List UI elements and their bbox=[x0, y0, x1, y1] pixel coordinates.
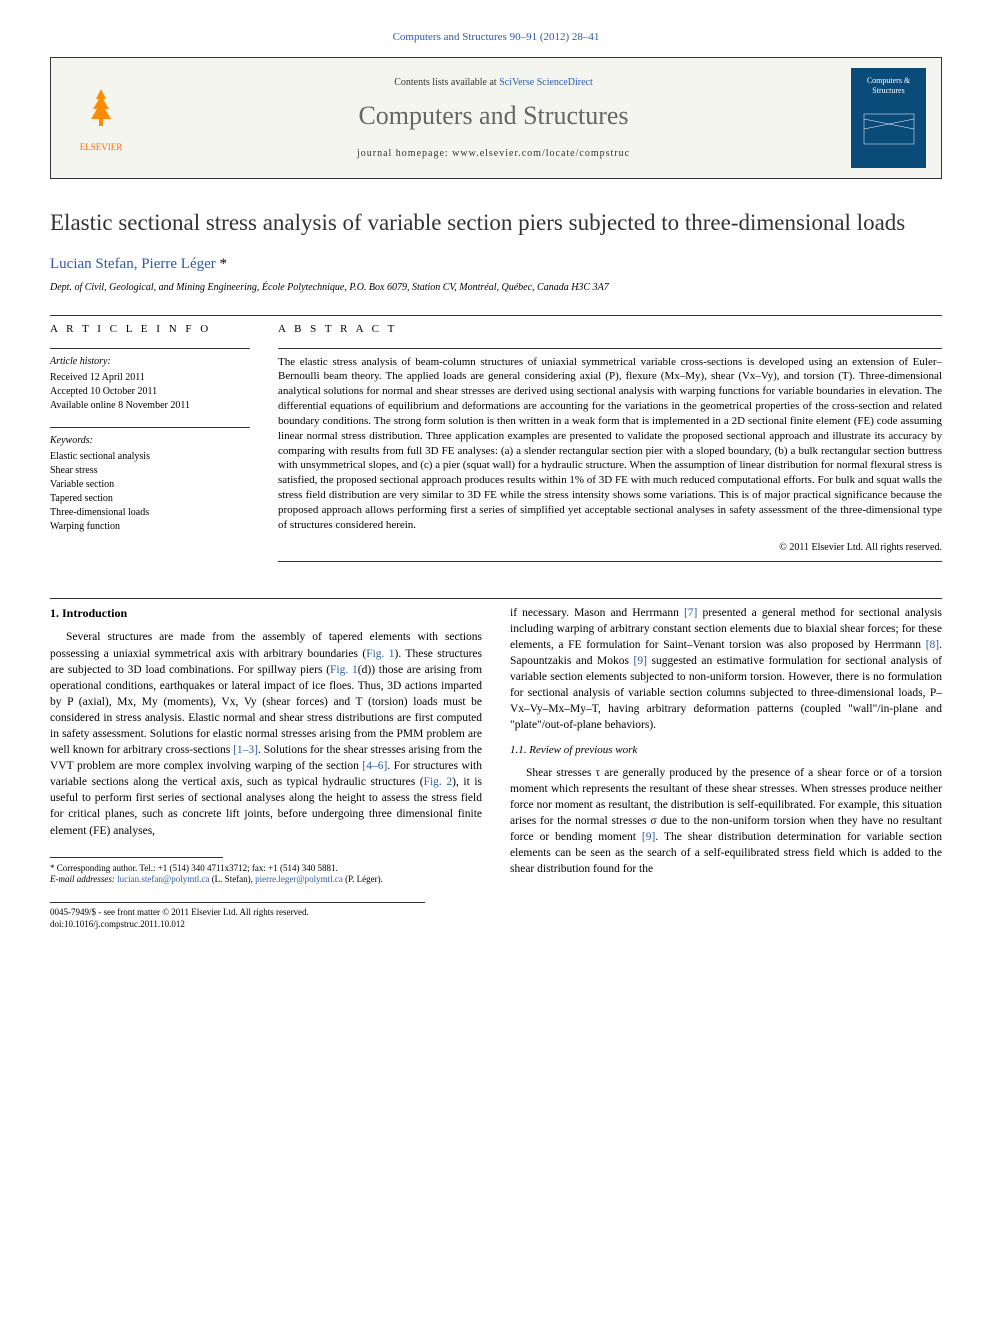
fig-ref[interactable]: Fig. 1 bbox=[366, 648, 394, 660]
intro-paragraph: Several structures are made from the ass… bbox=[50, 629, 482, 838]
keyword: Warping function bbox=[50, 520, 250, 534]
body-text: 1. Introduction Several structures are m… bbox=[50, 605, 942, 886]
doi: doi:10.1016/j.compstruc.2011.10.012 bbox=[50, 919, 942, 931]
abstract: A B S T R A C T The elastic stress analy… bbox=[278, 322, 942, 568]
review-paragraph: Shear stresses τ are generally produced … bbox=[510, 765, 942, 878]
email-link[interactable]: pierre.leger@polymtl.ca bbox=[255, 874, 343, 884]
keywords-label: Keywords: bbox=[50, 434, 250, 448]
abstract-text: The elastic stress analysis of beam-colu… bbox=[278, 355, 942, 533]
citation-ref[interactable]: [9] bbox=[642, 831, 655, 843]
email-addresses: E-mail addresses: lucian.stefan@polymtl.… bbox=[50, 874, 482, 886]
text: if necessary. Mason and Herrmann bbox=[510, 607, 684, 619]
citation-ref[interactable]: [9] bbox=[634, 655, 647, 667]
column-right: if necessary. Mason and Herrmann [7] pre… bbox=[510, 605, 942, 886]
divider bbox=[50, 427, 250, 428]
history-accepted: Accepted 10 October 2011 bbox=[50, 385, 250, 399]
abstract-heading: A B S T R A C T bbox=[278, 322, 942, 337]
front-matter: 0045-7949/$ - see front matter © 2011 El… bbox=[50, 907, 942, 919]
text: (P. Léger). bbox=[345, 874, 383, 884]
email-link[interactable]: lucian.stefan@polymtl.ca bbox=[117, 874, 209, 884]
affiliation: Dept. of Civil, Geological, and Mining E… bbox=[50, 281, 942, 295]
publisher-logo: ELSEVIER bbox=[66, 81, 136, 156]
citation-ref[interactable]: [4–6] bbox=[362, 760, 387, 772]
authors: Lucian Stefan, Pierre Léger * bbox=[50, 254, 942, 275]
fig-ref[interactable]: Fig. 2 bbox=[424, 776, 453, 788]
body-paragraph: if necessary. Mason and Herrmann [7] pre… bbox=[510, 605, 942, 734]
article-title: Elastic sectional stress analysis of var… bbox=[50, 209, 942, 238]
keyword: Three-dimensional loads bbox=[50, 506, 250, 520]
keyword: Elastic sectional analysis bbox=[50, 450, 250, 464]
bottom-separator bbox=[50, 902, 425, 903]
intro-heading: 1. Introduction bbox=[50, 605, 482, 622]
citation-ref[interactable]: [7] bbox=[684, 607, 697, 619]
text: (L. Stefan), bbox=[209, 874, 255, 884]
author-link[interactable]: Lucian Stefan, Pierre Léger bbox=[50, 256, 216, 272]
fig-ref[interactable]: Fig. 1 bbox=[330, 664, 358, 676]
info-abstract-section: A R T I C L E I N F O Article history: R… bbox=[50, 322, 942, 568]
keyword: Tapered section bbox=[50, 492, 250, 506]
homepage-label: journal homepage: bbox=[357, 148, 452, 159]
history-received: Received 12 April 2011 bbox=[50, 371, 250, 385]
publisher-name: ELSEVIER bbox=[80, 141, 123, 154]
article-info: A R T I C L E I N F O Article history: R… bbox=[50, 322, 250, 568]
article-info-heading: A R T I C L E I N F O bbox=[50, 322, 250, 337]
journal-homepage: journal homepage: www.elsevier.com/locat… bbox=[136, 147, 851, 161]
contents-available: Contents lists available at SciVerse Sci… bbox=[136, 76, 851, 90]
citation-ref[interactable]: [1–3] bbox=[233, 744, 258, 756]
journal-reference: Computers and Structures 90–91 (2012) 28… bbox=[50, 30, 942, 45]
contents-text: Contents lists available at bbox=[394, 77, 499, 88]
journal-name: Computers and Structures bbox=[136, 98, 851, 134]
divider bbox=[278, 348, 942, 349]
corresponding-mark: * bbox=[220, 256, 228, 272]
email-label: E-mail addresses: bbox=[50, 874, 117, 884]
divider bbox=[278, 561, 942, 562]
history-label: Article history: bbox=[50, 355, 250, 369]
elsevier-tree-icon bbox=[81, 84, 121, 141]
citation-ref[interactable]: [8] bbox=[926, 639, 939, 651]
history-online: Available online 8 November 2011 bbox=[50, 399, 250, 413]
journal-header: ELSEVIER Contents lists available at Sci… bbox=[50, 57, 942, 179]
footnote-separator bbox=[50, 857, 223, 858]
sciverse-link[interactable]: SciVerse ScienceDirect bbox=[499, 77, 593, 88]
header-center: Contents lists available at SciVerse Sci… bbox=[136, 76, 851, 160]
footnote: * Corresponding author. Tel.: +1 (514) 3… bbox=[50, 863, 482, 886]
divider bbox=[50, 348, 250, 349]
corresponding-author: * Corresponding author. Tel.: +1 (514) 3… bbox=[50, 863, 482, 875]
homepage-url[interactable]: www.elsevier.com/locate/compstruc bbox=[452, 148, 630, 159]
column-left: 1. Introduction Several structures are m… bbox=[50, 605, 482, 886]
review-heading: 1.1. Review of previous work bbox=[510, 743, 942, 758]
abstract-copyright: © 2011 Elsevier Ltd. All rights reserved… bbox=[278, 541, 942, 555]
journal-cover: Computers & Structures bbox=[851, 68, 926, 168]
keyword: Variable section bbox=[50, 478, 250, 492]
divider bbox=[50, 598, 942, 599]
divider bbox=[50, 315, 942, 316]
cover-title: Computers & Structures bbox=[855, 76, 922, 95]
keyword: Shear stress bbox=[50, 464, 250, 478]
text: (d)) those are arising from operational … bbox=[50, 664, 482, 756]
